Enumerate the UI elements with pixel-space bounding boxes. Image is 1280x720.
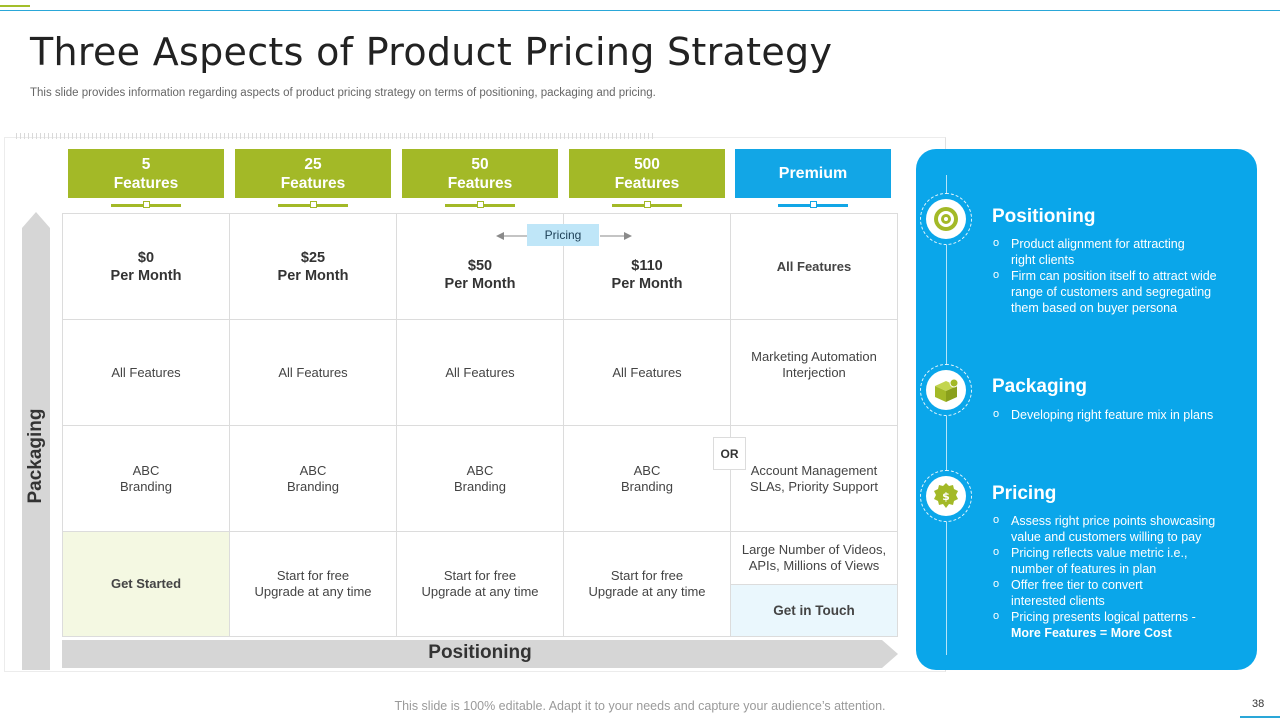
premium-features-cell: Marketing Automation Interjection: [731, 320, 897, 426]
features-cell: All Features: [230, 320, 397, 426]
plan-header-5-features[interactable]: 5 Features: [68, 149, 224, 198]
premium-price-cell: All Features: [731, 214, 897, 320]
top-rule: [0, 10, 1280, 11]
header-slider: [111, 201, 181, 208]
branding-cell: ABC Branding: [230, 426, 397, 532]
plan-header-25-features[interactable]: 25 Features: [235, 149, 391, 198]
get-started-button[interactable]: Get Started: [63, 532, 230, 636]
features-cell: All Features: [564, 320, 731, 426]
header-slider: [778, 201, 848, 208]
plan-header-500-features[interactable]: 500 Features: [569, 149, 725, 198]
header-slider: [278, 201, 348, 208]
bullet-item: Firm can position itself to attract wide…: [992, 267, 1242, 316]
bullet-item: Pricing presents logical patterns -More …: [992, 608, 1242, 641]
get-in-touch-button[interactable]: Get in Touch: [731, 585, 897, 636]
footer-note: This slide is 100% editable. Adapt it to…: [394, 699, 886, 713]
target-icon: [934, 207, 958, 231]
branding-cell: ABC Branding: [564, 426, 731, 532]
plan-header-label: Features: [280, 174, 346, 192]
pricing-double-arrow: [496, 232, 632, 240]
pricing-matrix: $0 Per Month $25 Per Month $50 Per Month $1…: [62, 213, 898, 637]
branding-cell: ABC Branding: [63, 426, 230, 532]
price-cell: $0 Per Month: [63, 214, 230, 320]
price-cell: $110 Per Month: [564, 214, 731, 320]
features-cell: All Features: [63, 320, 230, 426]
pricing-badge: $: [920, 470, 972, 522]
start-free-cell: Start for free Upgrade at any time: [230, 532, 397, 636]
plan-header-premium[interactable]: Premium: [735, 149, 891, 198]
top-accent-tab: [0, 5, 30, 7]
premium-media-cell: Large Number of Videos, APIs, Millions of…: [731, 532, 897, 585]
positioning-axis-arrow: [62, 640, 898, 668]
branding-cell: ABC Branding: [397, 426, 564, 532]
plan-header-50-features[interactable]: 50 Features: [402, 149, 558, 198]
header-slider: [445, 201, 515, 208]
plan-header-count: 5: [141, 155, 151, 173]
start-free-cell: Start for free Upgrade at any time: [564, 532, 731, 636]
plan-header-count: 25: [304, 155, 322, 173]
positioning-title: Positioning: [992, 206, 1096, 227]
positioning-badge: [920, 193, 972, 245]
features-cell: All Features: [397, 320, 564, 426]
pricing-title: Pricing: [992, 483, 1057, 504]
decorative-hatch: [16, 133, 654, 139]
bullet-item: Pricing reflects value metric i.e.,numbe…: [992, 544, 1242, 577]
packaging-bullets: Developing right feature mix in plans: [992, 406, 1242, 423]
plan-header-label: Premium: [778, 165, 848, 182]
pricing-bullets: Assess right price points showcasingvalu…: [992, 512, 1242, 641]
start-free-cell: Start for free Upgrade at any time: [397, 532, 564, 636]
box-icon: [935, 378, 959, 402]
price-cell: $50 Per Month: [397, 214, 564, 320]
page-number: 38: [1252, 698, 1265, 710]
svg-text:$: $: [942, 490, 950, 503]
bullet-item: Assess right price points showcasingvalu…: [992, 512, 1242, 545]
dollar-badge-icon: $: [934, 483, 958, 508]
plan-header-label: Features: [447, 174, 513, 192]
packaging-badge: [920, 364, 972, 416]
positioning-axis-label: Positioning: [428, 642, 532, 663]
header-slider: [612, 201, 682, 208]
or-badge: OR: [713, 437, 746, 470]
bullet-item: Developing right feature mix in plans: [992, 406, 1242, 423]
plan-header-count: 50: [471, 155, 489, 173]
plan-header-label: Features: [113, 174, 179, 192]
price-cell: $25 Per Month: [230, 214, 397, 320]
packaging-title: Packaging: [992, 376, 1088, 397]
slide-subtitle: This slide provides information regardin…: [30, 87, 656, 99]
pricing-tag: Pricing: [527, 224, 599, 246]
plan-header-count: 500: [634, 155, 660, 173]
packaging-axis-label: Packaging: [25, 408, 46, 504]
page-number-underline: [1240, 716, 1280, 718]
premium-support-cell: Account Management SLAs, Priority Support: [731, 426, 897, 532]
plan-header-label: Features: [614, 174, 680, 192]
pricing-emphasis: More Features = More Cost: [1011, 626, 1172, 640]
packaging-axis-arrow: [22, 212, 50, 670]
slide-title: Three Aspects of Product Pricing Strateg…: [30, 30, 833, 74]
